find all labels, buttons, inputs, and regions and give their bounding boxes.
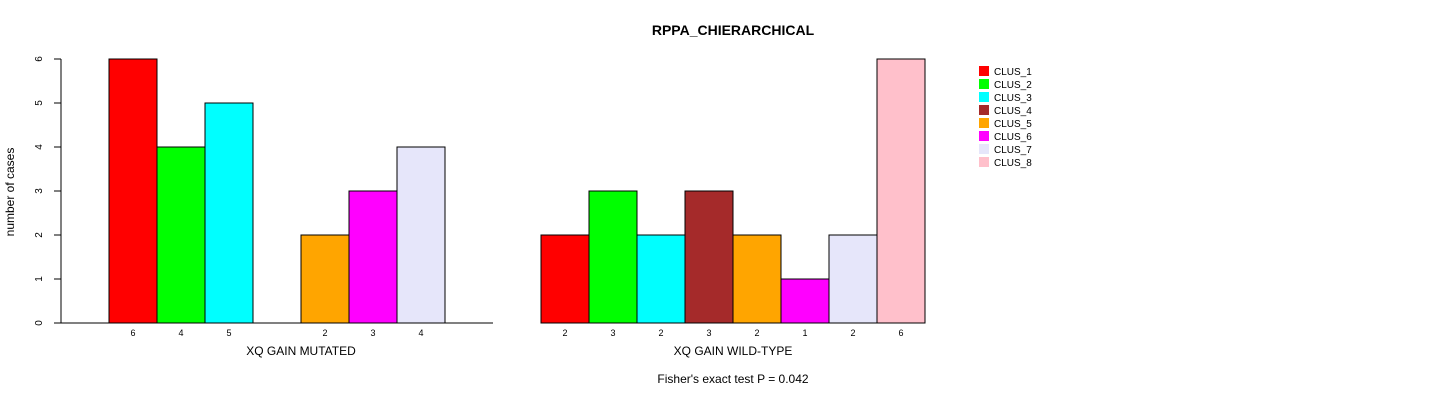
legend-swatch <box>979 131 989 141</box>
bar <box>876 58 926 324</box>
y-tick-label: 5 <box>34 100 45 106</box>
bar <box>732 234 782 324</box>
bar-count-label: 4 <box>178 328 183 338</box>
bar-count-label: 5 <box>226 328 231 338</box>
bar <box>684 190 734 324</box>
bar-count-label: 6 <box>130 328 135 338</box>
bar-groups: 6 4 5 2 3 4 XQ GAIN MUTATED 2 3 2 3 2 1 2 6 XQ GAIN WIL… <box>61 58 926 358</box>
legend-swatch <box>979 79 989 89</box>
legend-label: CLUS_7 <box>994 145 1032 156</box>
fisher-test-footnote: Fisher's exact test P = 0.042 <box>657 372 808 386</box>
legend-swatch <box>979 118 989 128</box>
bar-count-label: 4 <box>418 328 423 338</box>
bar-count-label: 2 <box>754 328 759 338</box>
y-tick-label: 1 <box>34 276 45 282</box>
bar-group: 2 3 2 3 2 1 2 6 XQ GAIN WILD-TYPE <box>540 58 926 358</box>
group-label: XQ GAIN MUTATED <box>246 344 356 358</box>
y-tick-label: 3 <box>34 188 45 194</box>
legend-swatch <box>979 66 989 76</box>
y-tick-label: 0 <box>34 320 45 326</box>
legend-swatch <box>979 144 989 154</box>
bar <box>156 146 206 324</box>
legend: CLUS_1 CLUS_2 CLUS_3 CLUS_4 CLUS_5 CLUS_6 CLUS… <box>979 66 1032 169</box>
bar-count-label: 3 <box>370 328 375 338</box>
legend-label: CLUS_4 <box>994 106 1032 117</box>
legend-label: CLUS_2 <box>994 80 1032 91</box>
bar-count-label: 1 <box>802 328 807 338</box>
bar <box>828 234 878 324</box>
y-axis-title: number of cases <box>3 148 17 237</box>
bar <box>300 234 350 324</box>
y-tick-label: 6 <box>34 56 45 62</box>
bar-count-label: 3 <box>610 328 615 338</box>
bar-count-label: 6 <box>898 328 903 338</box>
bar <box>204 102 254 324</box>
bar <box>780 278 830 324</box>
y-axis: 0 1 2 3 4 5 6 <box>34 56 62 326</box>
legend-swatch <box>979 105 989 115</box>
y-tick-label: 2 <box>34 232 45 238</box>
bar <box>396 146 446 324</box>
legend-label: CLUS_1 <box>994 67 1032 78</box>
bar <box>348 190 398 324</box>
bar <box>108 58 158 324</box>
legend-label: CLUS_8 <box>994 158 1032 169</box>
bar-count-label: 2 <box>562 328 567 338</box>
bar <box>540 234 590 324</box>
chart-title: RPPA_CHIERARCHICAL <box>652 22 815 38</box>
legend-label: CLUS_6 <box>994 132 1032 143</box>
bar-count-label: 2 <box>322 328 327 338</box>
bar <box>588 190 638 324</box>
legend-label: CLUS_5 <box>994 119 1032 130</box>
bar-group: 6 4 5 2 3 4 XQ GAIN MUTATED <box>61 58 493 358</box>
bar-count-label: 3 <box>706 328 711 338</box>
y-tick-label: 4 <box>34 144 45 150</box>
bar-count-label: 2 <box>658 328 663 338</box>
bar-count-label: 2 <box>850 328 855 338</box>
bar <box>636 234 686 324</box>
legend-swatch <box>979 92 989 102</box>
legend-label: CLUS_3 <box>994 93 1032 104</box>
group-label: XQ GAIN WILD-TYPE <box>674 344 793 358</box>
legend-swatch <box>979 157 989 167</box>
